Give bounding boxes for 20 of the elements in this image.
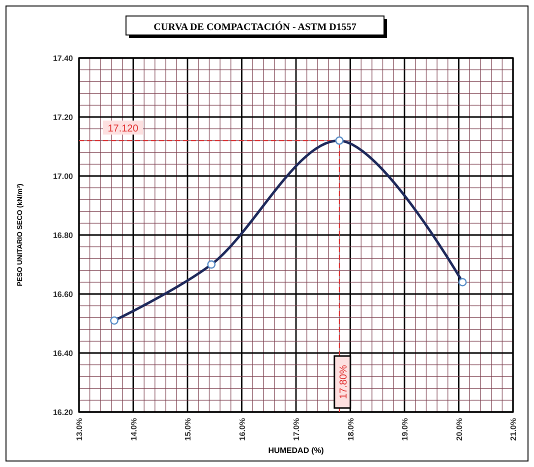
x-tick-label: 20.0%: [454, 418, 464, 441]
y-tick-label: 16.60: [52, 290, 74, 299]
x-tick-label: 16.0%: [238, 418, 247, 441]
y-tick-label: 16.20: [52, 408, 74, 417]
x-tick-label: 18.0%: [346, 418, 356, 441]
y-tick-label: 17.40: [52, 54, 74, 63]
x-axis-title: HUMEDAD (%): [268, 446, 324, 455]
x-tick-label: 15.0%: [184, 418, 192, 441]
y-tick-label: 16.80: [52, 231, 74, 240]
y-tick-label: 17.20: [52, 113, 74, 122]
ref-line-label: 17.120: [108, 124, 139, 135]
x-tick-label: 19.0%: [400, 418, 410, 441]
x-tick-label: 13.0%: [75, 418, 84, 441]
ref-line-label: 17.80%: [338, 364, 350, 399]
y-tick-label: 16.40: [52, 349, 74, 358]
y-tick-label: 17.00: [52, 172, 74, 181]
x-tick-label: 21.0%: [509, 418, 518, 441]
x-tick-label: 17.0%: [292, 418, 301, 441]
chart-title: CURVA DE COMPACTACIÓN - ASTM D1557: [154, 21, 356, 33]
x-tick-label: 14.0%: [129, 418, 138, 441]
